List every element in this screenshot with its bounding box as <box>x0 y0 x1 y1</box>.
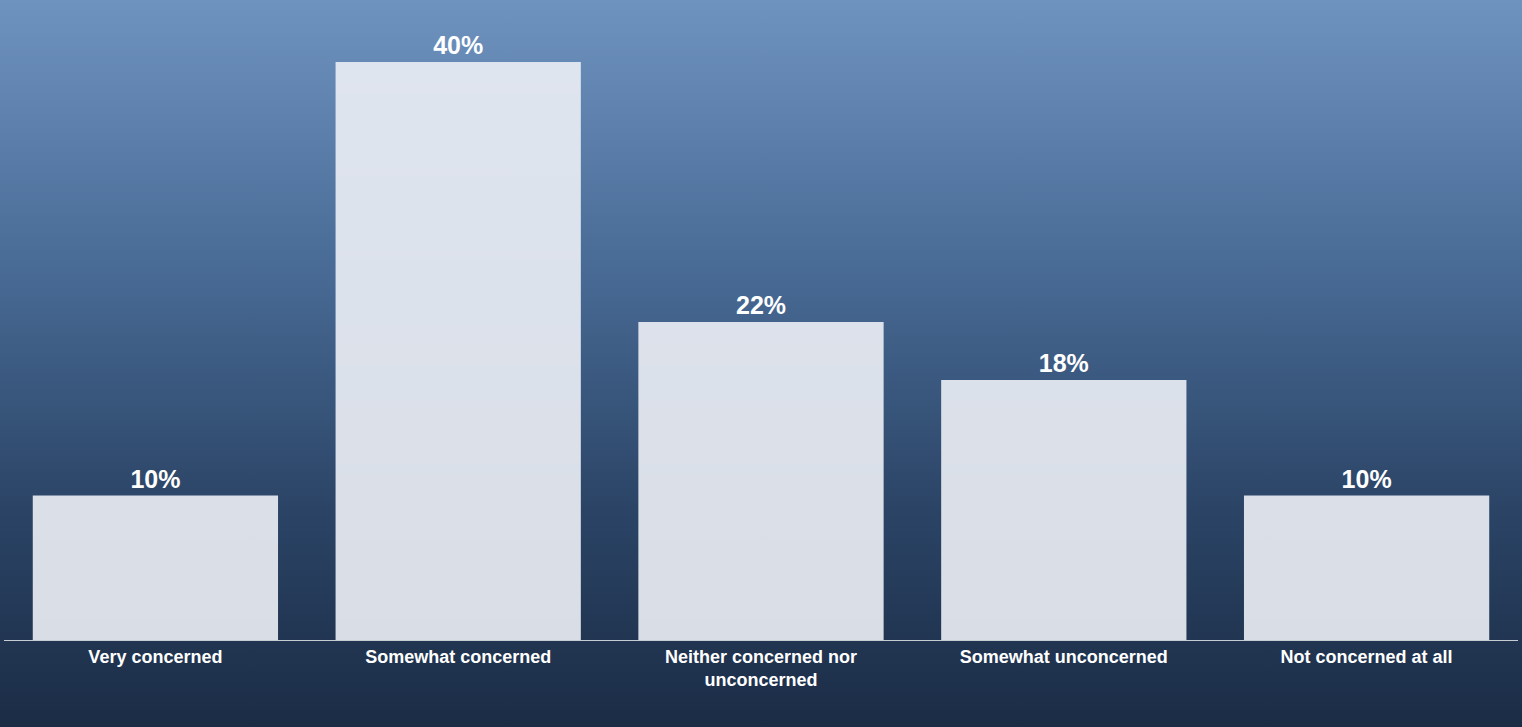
svg-text:10%: 10% <box>130 465 180 493</box>
svg-text:Very concerned: Very concerned <box>88 647 222 667</box>
svg-text:Not concerned at all: Not concerned at all <box>1281 647 1453 667</box>
svg-text:Somewhat concerned: Somewhat concerned <box>365 647 551 667</box>
svg-text:Neither concerned norunconcern: Neither concerned norunconcerned <box>665 647 857 690</box>
svg-text:22%: 22% <box>736 291 786 319</box>
svg-text:Somewhat unconcerned: Somewhat unconcerned <box>960 647 1168 667</box>
svg-text:18%: 18% <box>1039 349 1089 377</box>
svg-text:10%: 10% <box>1342 465 1392 493</box>
svg-text:40%: 40% <box>433 31 483 59</box>
